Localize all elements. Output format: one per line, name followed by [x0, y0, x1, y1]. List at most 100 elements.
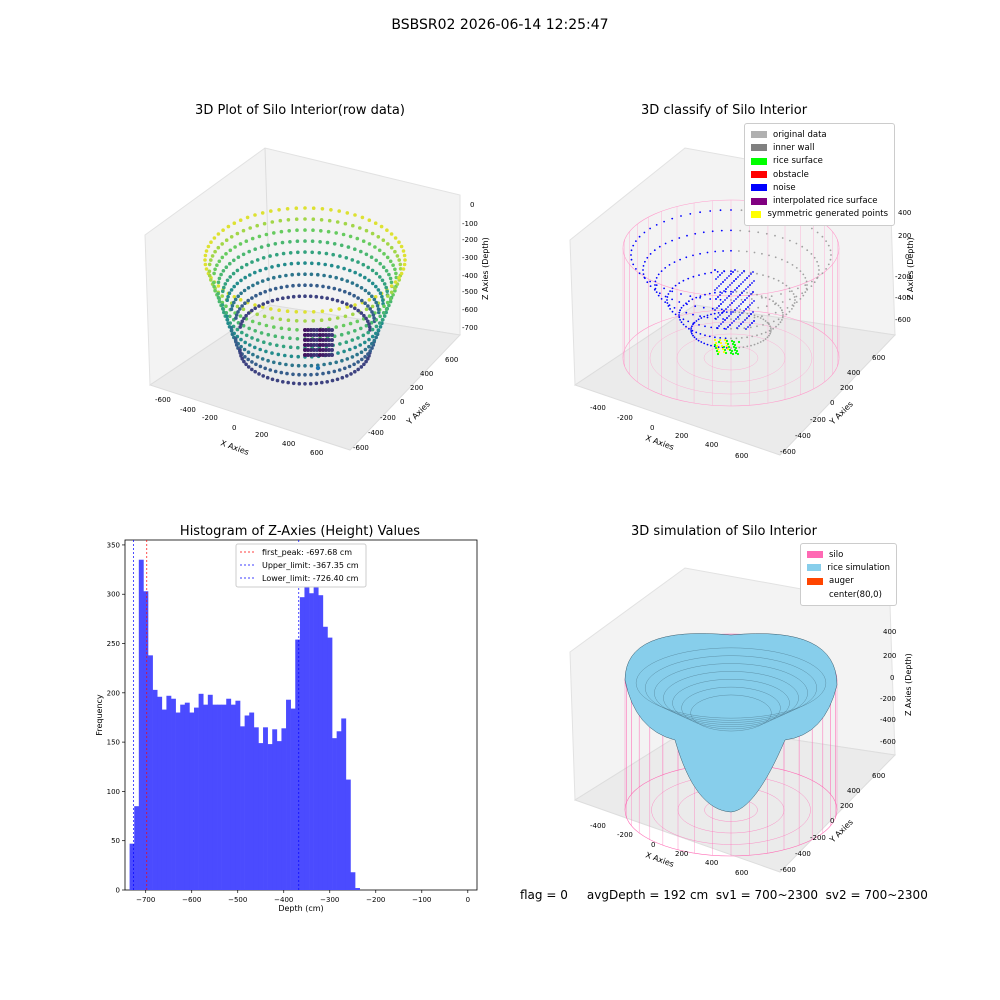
z-tick: -300 [462, 254, 478, 262]
legend-swatch [751, 197, 767, 205]
scatter-point [213, 288, 217, 293]
classified-point [667, 305, 670, 307]
classified-point [720, 229, 723, 232]
classified-point [690, 331, 693, 333]
classified-point [770, 295, 773, 297]
scatter-point [286, 218, 291, 222]
classified-point [644, 260, 646, 263]
classified-point [746, 317, 748, 319]
scatter-point [382, 314, 387, 318]
scatter-point [325, 380, 329, 384]
classified-point [724, 341, 728, 345]
classified-point [756, 325, 758, 328]
classified-point [742, 346, 745, 348]
scatter-point [310, 261, 314, 266]
classified-point [692, 323, 694, 326]
z-axis-label: Z Axies (Depth) [904, 653, 913, 716]
classified-point [767, 275, 770, 278]
classified-point [671, 310, 674, 313]
scatter-point [225, 314, 229, 319]
scatter-point [343, 221, 348, 226]
scatter-point [311, 228, 315, 232]
classified-point [714, 291, 716, 294]
y-tick: -600 [780, 448, 796, 456]
scatter-point [246, 357, 250, 362]
classified-point [739, 229, 742, 232]
scatter-point [272, 275, 276, 280]
scatter-point [366, 352, 370, 356]
classified-point [723, 338, 727, 342]
classified-point [747, 286, 749, 288]
scatter-point [359, 311, 364, 315]
scatter-point [260, 305, 265, 309]
histogram-bar [171, 698, 176, 890]
classified-point [706, 251, 709, 254]
scatter-point [251, 283, 255, 288]
scatter-point [236, 255, 241, 259]
classified-point [750, 273, 752, 275]
scatter-point [233, 245, 237, 249]
classified-point [739, 314, 741, 316]
scatter-point [353, 270, 357, 275]
legend-item: auger [807, 575, 890, 588]
scatter-point [368, 307, 372, 311]
z-tick: 200 [883, 652, 896, 660]
y-tick: 600 [872, 772, 885, 780]
scatter-point [220, 242, 224, 246]
scatter-point [382, 304, 386, 308]
classified-point [730, 229, 732, 232]
classified-point [718, 305, 720, 307]
scatter-point [367, 218, 372, 222]
classified-point [638, 272, 641, 275]
scatter-point [367, 278, 371, 283]
scatter-point [306, 343, 310, 347]
classified-point [710, 271, 713, 274]
scatter-point [355, 283, 359, 288]
scatter-point [247, 249, 251, 254]
scatter-point [303, 239, 307, 243]
scatter-point [341, 323, 346, 328]
scatter-point [216, 245, 221, 250]
classified-point [719, 294, 721, 296]
classified-point [700, 317, 703, 319]
scatter-point [373, 245, 377, 249]
scatter-point [345, 305, 350, 309]
classified-point [664, 301, 667, 303]
scatter-point [260, 279, 265, 283]
classified-point [678, 314, 680, 316]
x-tick: -600 [155, 396, 171, 404]
histogram-legend: first_peak: -697.68 cm Upper_limit: -367… [235, 543, 367, 588]
surface-contour [681, 686, 781, 730]
legend-label: Lower_limit: -726.40 cm [262, 574, 359, 583]
scatter-point [258, 268, 262, 273]
classified-point [719, 291, 722, 293]
scatter-point [353, 369, 357, 374]
scatter-point [368, 325, 372, 329]
classified-point [660, 270, 663, 272]
scatter-point [233, 297, 238, 302]
silo-floor-ring [649, 321, 813, 395]
classified-point [730, 209, 732, 211]
classified-point [731, 282, 733, 284]
classified-point [749, 284, 751, 286]
scatter-point [235, 327, 240, 332]
classified-point [761, 252, 763, 255]
y-tick: -200 [810, 416, 826, 424]
scatter-point [359, 286, 364, 290]
classified-point [753, 343, 756, 346]
classified-point [757, 231, 760, 234]
z-tick: -600 [462, 306, 478, 314]
classified-point [728, 315, 730, 317]
scatter-point [318, 348, 322, 352]
z-tick: 0 [470, 201, 474, 209]
scatter-point [250, 236, 255, 241]
scatter-point [370, 327, 375, 332]
scatter-point [270, 351, 274, 355]
scatter-point [207, 273, 212, 278]
classified-point [722, 281, 724, 283]
classified-point [654, 280, 657, 283]
classified-point [717, 350, 721, 354]
scatter-point [314, 381, 319, 386]
classified-point [791, 264, 794, 266]
scatter-point [253, 329, 257, 333]
